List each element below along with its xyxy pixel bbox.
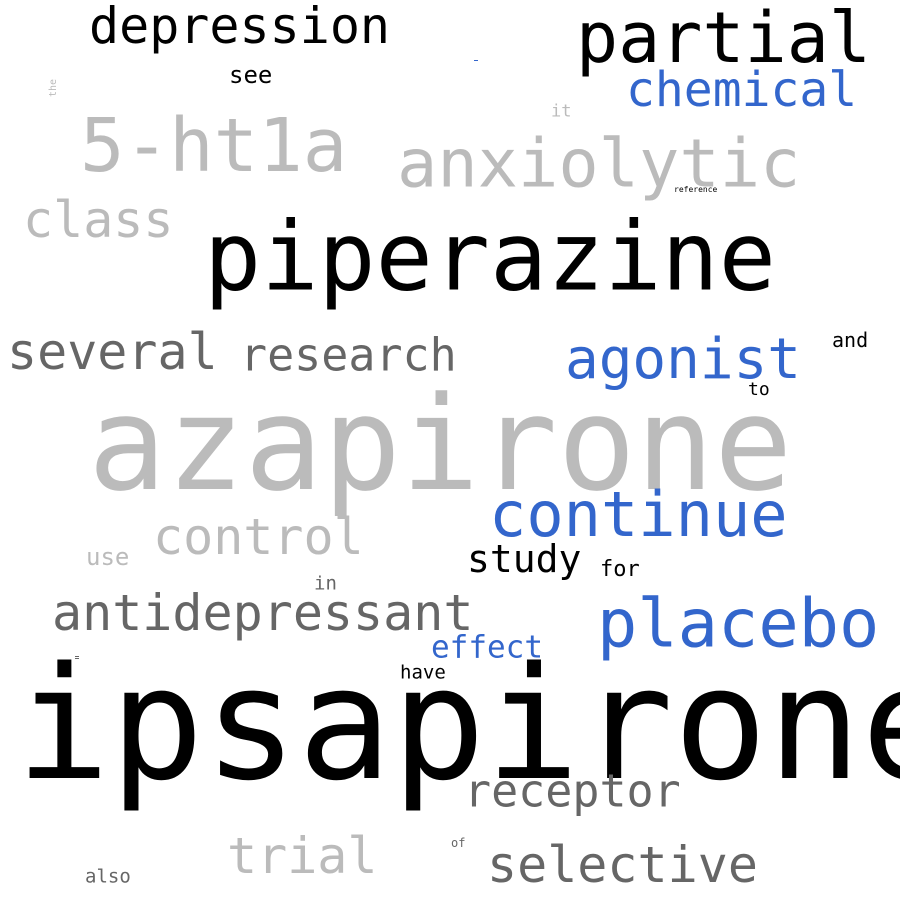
- word-receptor: receptor: [464, 764, 681, 818]
- word-also: also: [85, 865, 131, 888]
- word-several: several: [7, 323, 218, 381]
- word-see: see: [229, 61, 273, 89]
- word-it: it: [551, 101, 572, 122]
- word-the: the: [48, 78, 60, 98]
- word-research: research: [240, 328, 457, 382]
- word-trial: trial: [227, 827, 378, 885]
- word-azapirone: azapirone: [88, 368, 793, 520]
- word-in: in: [314, 572, 337, 595]
- speck-blue: [474, 60, 478, 61]
- word-selective: selective: [487, 836, 758, 894]
- word-have: have: [400, 661, 446, 684]
- speck-gray: [75, 656, 79, 657]
- word-and: and: [832, 328, 869, 352]
- word-effect: effect: [431, 629, 543, 666]
- word-agonist: agonist: [565, 327, 802, 392]
- word-reference: reference: [674, 185, 718, 194]
- word-use: use: [86, 543, 130, 571]
- word-of: of: [451, 836, 466, 850]
- word-5-ht1a: 5-ht1a: [80, 103, 348, 189]
- word-for: for: [600, 557, 640, 582]
- word-anxiolytic: anxiolytic: [397, 124, 801, 203]
- word-control: control: [153, 508, 364, 566]
- word-chemical: chemical: [626, 62, 858, 118]
- speck-gray-2: [75, 658, 79, 659]
- word-partial: partial: [576, 0, 872, 79]
- word-to: to: [748, 379, 770, 400]
- word-depression: depression: [89, 0, 391, 55]
- word-piperazine: piperazine: [204, 202, 776, 313]
- word-class: class: [23, 191, 174, 249]
- word-study: study: [467, 537, 582, 581]
- word-ipsapirone: ipsapirone: [16, 633, 900, 815]
- word-placebo: placebo: [597, 584, 880, 663]
- word-continue: continue: [489, 478, 788, 551]
- word-antidepressant: antidepressant: [52, 584, 474, 642]
